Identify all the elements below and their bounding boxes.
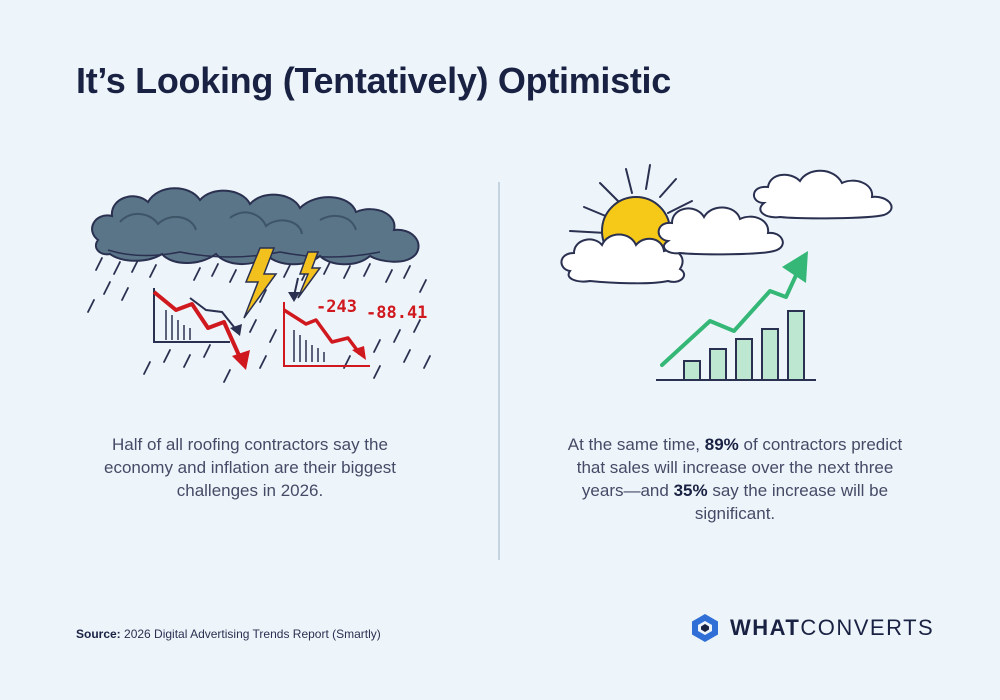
chart-label-down-2: -88.41 [366,303,427,323]
source-citation: Source: 2026 Digital Advertising Trends … [76,627,381,641]
storm-illustration: -243 -88.41 [87,187,431,383]
lightning-icon [243,247,322,319]
optimism-illustration [560,164,893,381]
stat-89: 89% [704,435,739,454]
sun-rays-icon [569,164,693,234]
down-chart-left-icon [152,288,250,370]
cloud-right-icon [753,169,893,220]
cloud-left-icon [560,233,686,285]
left-caption: Half of all roofing contractors say the … [103,435,396,500]
up-arrow-icon [660,251,808,367]
right-caption: At the same time, 89% of contractors pre… [567,435,903,523]
page-title: It’s Looking (Tentatively) Optimistic [76,60,671,101]
column-divider [498,182,500,560]
storm-cloud-icon [91,187,420,266]
down-chart-right-icon: -243 -88.41 [283,277,427,367]
growth-bars-icon [683,310,805,381]
stat-35: 35% [673,481,708,500]
logo-wordmark: WHATCONVERTS [730,615,935,640]
whatconverts-logo: WHATCONVERTS [690,613,934,643]
chart-label-down-1: -243 [316,297,357,317]
whatconverts-logo-icon [692,614,718,642]
cloud-middle-icon [657,206,784,256]
